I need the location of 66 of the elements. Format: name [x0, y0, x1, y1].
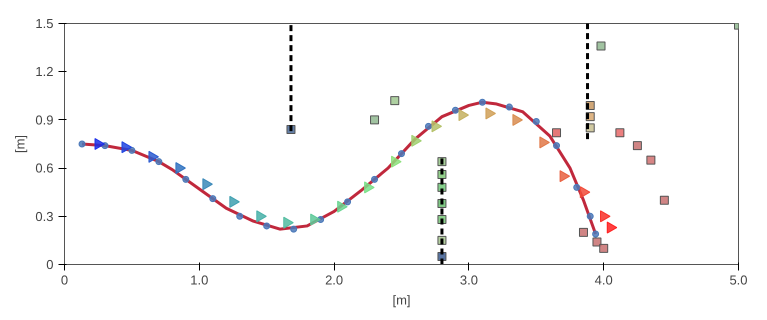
- point: [283, 216, 294, 229]
- x-tick-label: 0: [60, 272, 68, 288]
- point: [391, 156, 402, 168]
- point: [236, 212, 244, 220]
- point: [592, 238, 602, 247]
- point: [411, 134, 422, 147]
- point: [592, 230, 600, 238]
- point: [370, 115, 380, 124]
- point: [202, 178, 213, 190]
- point: [263, 222, 270, 230]
- point: [256, 210, 267, 222]
- point: [599, 244, 608, 253]
- point: [390, 96, 400, 106]
- point: [580, 186, 590, 198]
- point: [337, 200, 348, 213]
- point: [660, 196, 669, 205]
- point: [560, 170, 570, 182]
- point: [573, 184, 580, 191]
- point: [578, 228, 588, 237]
- y-tick-label: 0.3: [35, 208, 54, 224]
- point: [596, 41, 606, 50]
- point: [539, 136, 550, 148]
- x-tick-label: 1.0: [190, 272, 208, 288]
- point: [290, 226, 298, 233]
- point: [506, 104, 513, 111]
- point: [364, 181, 375, 194]
- point: [128, 146, 136, 154]
- y-axis-title: [m]: [12, 134, 28, 154]
- point: [398, 150, 405, 158]
- point: [606, 222, 618, 234]
- point: [344, 198, 352, 206]
- point: [310, 214, 321, 226]
- point: [432, 120, 442, 132]
- point: [615, 128, 624, 138]
- x-tick-label: 3.0: [460, 272, 478, 288]
- point: [632, 141, 642, 150]
- point: [209, 195, 216, 202]
- point: [121, 141, 132, 154]
- point: [586, 212, 594, 220]
- point: [532, 118, 540, 125]
- point: [175, 162, 186, 174]
- point: [78, 140, 86, 148]
- point: [148, 150, 159, 163]
- y-tick-label: 0: [46, 257, 54, 272]
- point: [478, 98, 486, 106]
- point: [229, 196, 240, 208]
- point: [424, 122, 432, 130]
- x-tick-label: 2.0: [325, 272, 344, 288]
- point: [155, 158, 162, 166]
- point: [552, 128, 562, 138]
- point: [371, 176, 378, 183]
- x-axis-title: [m]: [392, 292, 411, 308]
- point: [646, 156, 656, 165]
- point: [485, 107, 496, 120]
- y-tick-label: 1.5: [35, 16, 54, 31]
- point: [182, 176, 190, 183]
- point: [94, 138, 106, 150]
- x-tick-label: 5.0: [729, 272, 748, 288]
- point: [553, 142, 560, 150]
- y-tick-label: 1.2: [35, 64, 54, 80]
- point: [458, 109, 470, 122]
- x-tick-label: 4.0: [594, 272, 613, 288]
- point: [512, 114, 523, 126]
- y-tick-label: 0.9: [35, 112, 54, 128]
- point: [452, 106, 459, 114]
- y-tick-label: 0.6: [35, 160, 54, 176]
